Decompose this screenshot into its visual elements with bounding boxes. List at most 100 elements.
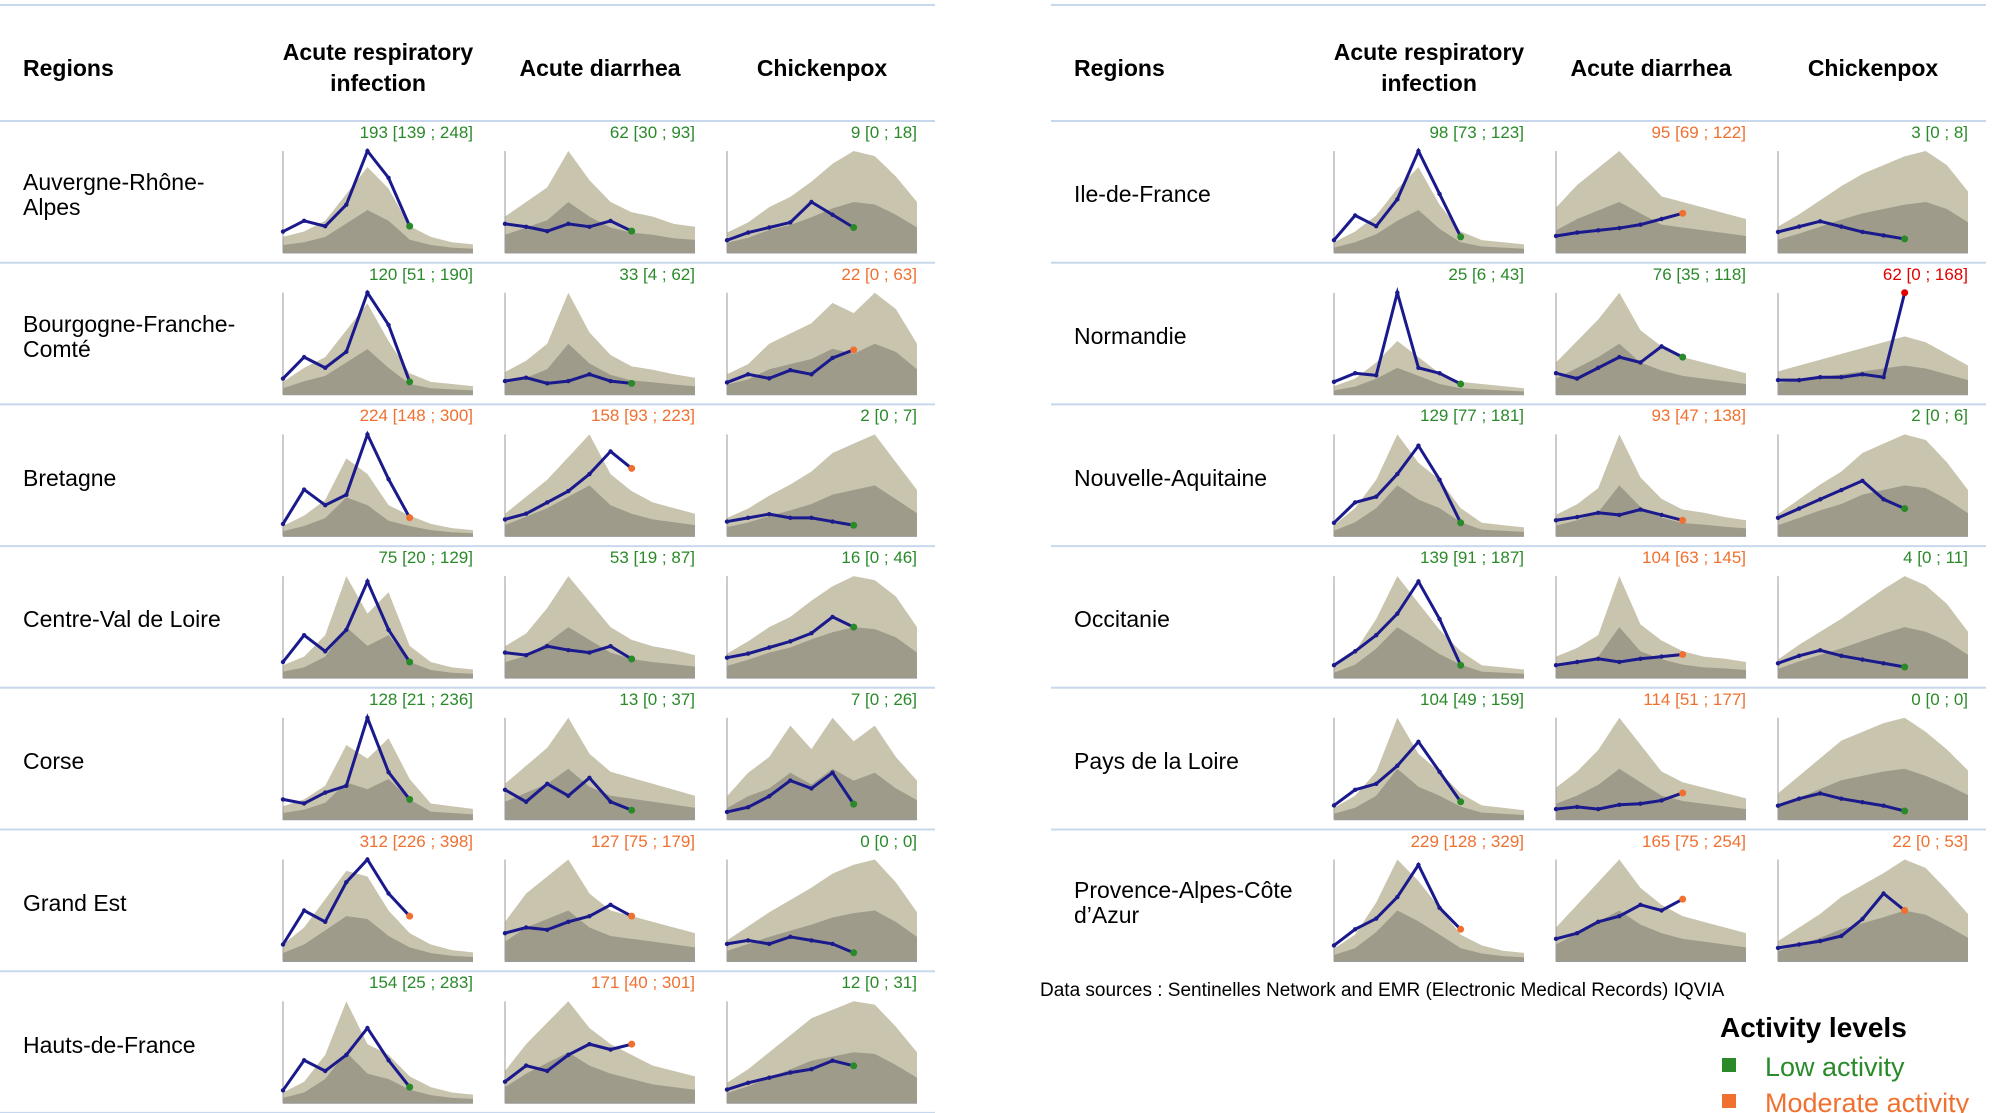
region: Hauts-de-France [23, 1031, 196, 1058]
trend-point [1553, 936, 1559, 942]
band-core [727, 627, 917, 679]
trend-point [1574, 230, 1580, 235]
trend-point [1775, 661, 1781, 666]
trend-point [406, 912, 414, 920]
trend-point [365, 148, 370, 154]
trend-point [1881, 803, 1886, 808]
trend-point [1457, 233, 1465, 241]
trend-point [386, 322, 391, 328]
trend-point [1416, 365, 1421, 371]
trend-point [301, 218, 307, 223]
trend-point [1352, 500, 1358, 505]
trend-point [323, 1068, 328, 1074]
band-core [283, 497, 473, 537]
trend-point [1437, 371, 1442, 376]
trend-point [1553, 233, 1559, 239]
trend-point [587, 775, 592, 780]
value-text: 2 [0 ; 7] [860, 406, 917, 426]
band-core [1334, 768, 1524, 820]
band-core [1556, 202, 1746, 253]
trend-point [1659, 798, 1664, 803]
trend-point [1457, 925, 1465, 933]
trend-point [386, 627, 391, 632]
trend-point [406, 1083, 414, 1091]
trend-point [767, 511, 772, 517]
trend-point [724, 655, 730, 660]
trend-point [1818, 219, 1823, 224]
trend-point [545, 381, 550, 386]
trend-point [608, 799, 613, 804]
band [283, 167, 473, 253]
trend-point [1679, 516, 1687, 524]
trend-point [724, 380, 730, 385]
band-core [505, 202, 695, 253]
value-text: 165 [75 ; 254] [1642, 831, 1746, 851]
trend-point [566, 378, 571, 384]
value-text: 22 [0 ; 63] [841, 264, 917, 284]
trend-point [1775, 515, 1781, 521]
trend-point [587, 1041, 592, 1047]
trend-point [830, 614, 835, 620]
band-core [1778, 365, 1968, 395]
region: Corse [23, 748, 85, 775]
trend-point [1352, 213, 1358, 218]
trend-point [1881, 891, 1886, 896]
trend-point [745, 651, 751, 656]
trend-point [1416, 148, 1421, 154]
trend-point [386, 770, 391, 775]
trend-point [809, 199, 814, 205]
trend-point [1574, 659, 1580, 665]
region: Grand Est [23, 889, 127, 916]
band-core [727, 202, 917, 253]
trend-point [1775, 803, 1781, 808]
trend-point [1839, 224, 1844, 229]
value-text: 53 [19 ; 87] [609, 548, 695, 568]
value-text: 229 [128 ; 329] [1410, 831, 1524, 851]
trend-point [1617, 354, 1622, 360]
trend-point [502, 378, 508, 384]
trend-point [1860, 372, 1865, 377]
trend-point [1596, 919, 1601, 925]
trend-point [280, 942, 286, 947]
trend-point [1860, 800, 1865, 805]
trend-point [1395, 611, 1400, 616]
trend-point [628, 464, 636, 472]
trend-point [1860, 657, 1865, 662]
trend-point [1901, 807, 1909, 815]
trend-point [1796, 942, 1802, 947]
trend-point [767, 1075, 772, 1080]
band-core [1334, 910, 1524, 962]
trend-point [1638, 360, 1643, 365]
trend-point [1617, 802, 1622, 807]
trend-point [850, 949, 858, 957]
value-text: 22 [0 ; 53] [1892, 831, 1968, 851]
trend-point [1416, 443, 1421, 448]
trend-point [1596, 806, 1601, 812]
band-core [1556, 343, 1746, 395]
band-core [1334, 485, 1524, 537]
trend-point [344, 627, 349, 632]
region: Provence-Alpes-Côte d’Azur [1074, 877, 1293, 929]
trend-point [587, 224, 592, 229]
trend-point [545, 781, 550, 786]
trend-point [365, 715, 370, 720]
trend-point [767, 645, 772, 650]
value-text: 13 [0 ; 37] [619, 689, 695, 709]
trend-point [1617, 659, 1622, 665]
band-core [1556, 627, 1746, 679]
trend-point [280, 521, 286, 527]
trend-point [1775, 945, 1781, 951]
value-text: 2 [0 ; 6] [1911, 406, 1968, 426]
region: Bourgogne-Franche-Comté [23, 310, 236, 362]
trend-point [386, 476, 391, 482]
trend-point [1659, 654, 1664, 659]
trend-point [745, 1080, 751, 1086]
trend-point [566, 221, 571, 227]
trend-point [1796, 796, 1802, 801]
trend-point [830, 770, 835, 775]
band-core [283, 916, 473, 962]
trend-point [545, 228, 550, 234]
legend-label: Moderate activity [1765, 1088, 1970, 1113]
value-text: 193 [139 ; 248] [359, 123, 473, 142]
trend-point [1881, 497, 1886, 502]
